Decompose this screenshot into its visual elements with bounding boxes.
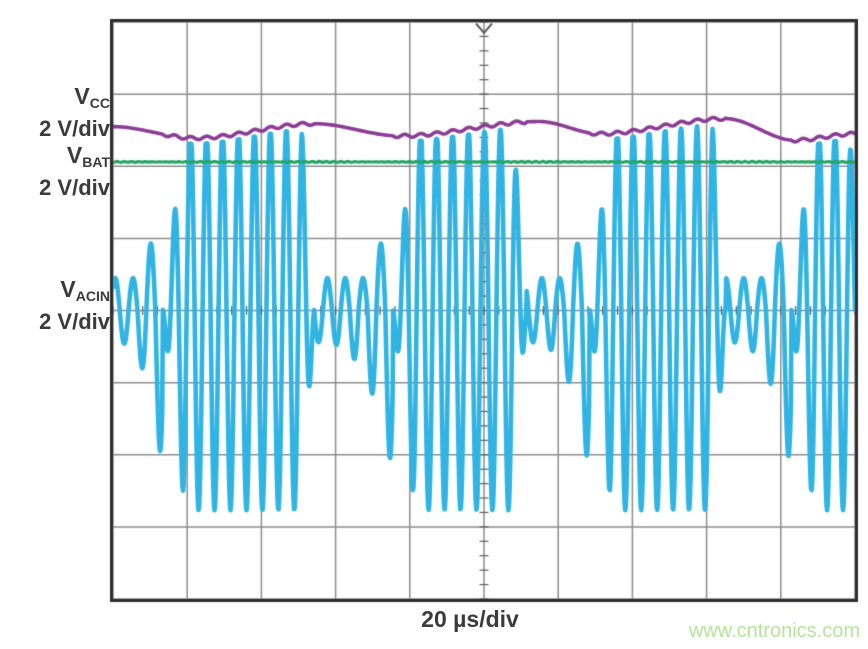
- trace-symbol: V: [74, 83, 90, 109]
- trace-name-vbat: VBAT: [39, 143, 110, 175]
- trace-subscript: BAT: [82, 154, 110, 171]
- trace-symbol: V: [60, 276, 76, 302]
- watermark-text: www.cntronics.com: [688, 620, 860, 642]
- trace-label-vacin: VACIN 2 V/div: [39, 277, 110, 335]
- trace-scale: 2 V/div: [39, 309, 110, 335]
- trace-scale: 2 V/div: [39, 175, 110, 201]
- trace-name-vcc: VCC: [39, 84, 110, 116]
- trace-subscript: CC: [89, 95, 110, 112]
- trace-scale: 2 V/div: [39, 116, 110, 142]
- trace-label-vcc: VCC 2 V/div: [39, 84, 110, 142]
- trace-symbol: V: [66, 142, 83, 168]
- time-scale-label: 20 µs/div: [421, 606, 519, 632]
- trace-label-vbat: VBAT 2 V/div: [39, 143, 110, 201]
- trace-name-vacin: VACIN: [39, 277, 110, 309]
- trace-subscript: ACIN: [75, 288, 110, 305]
